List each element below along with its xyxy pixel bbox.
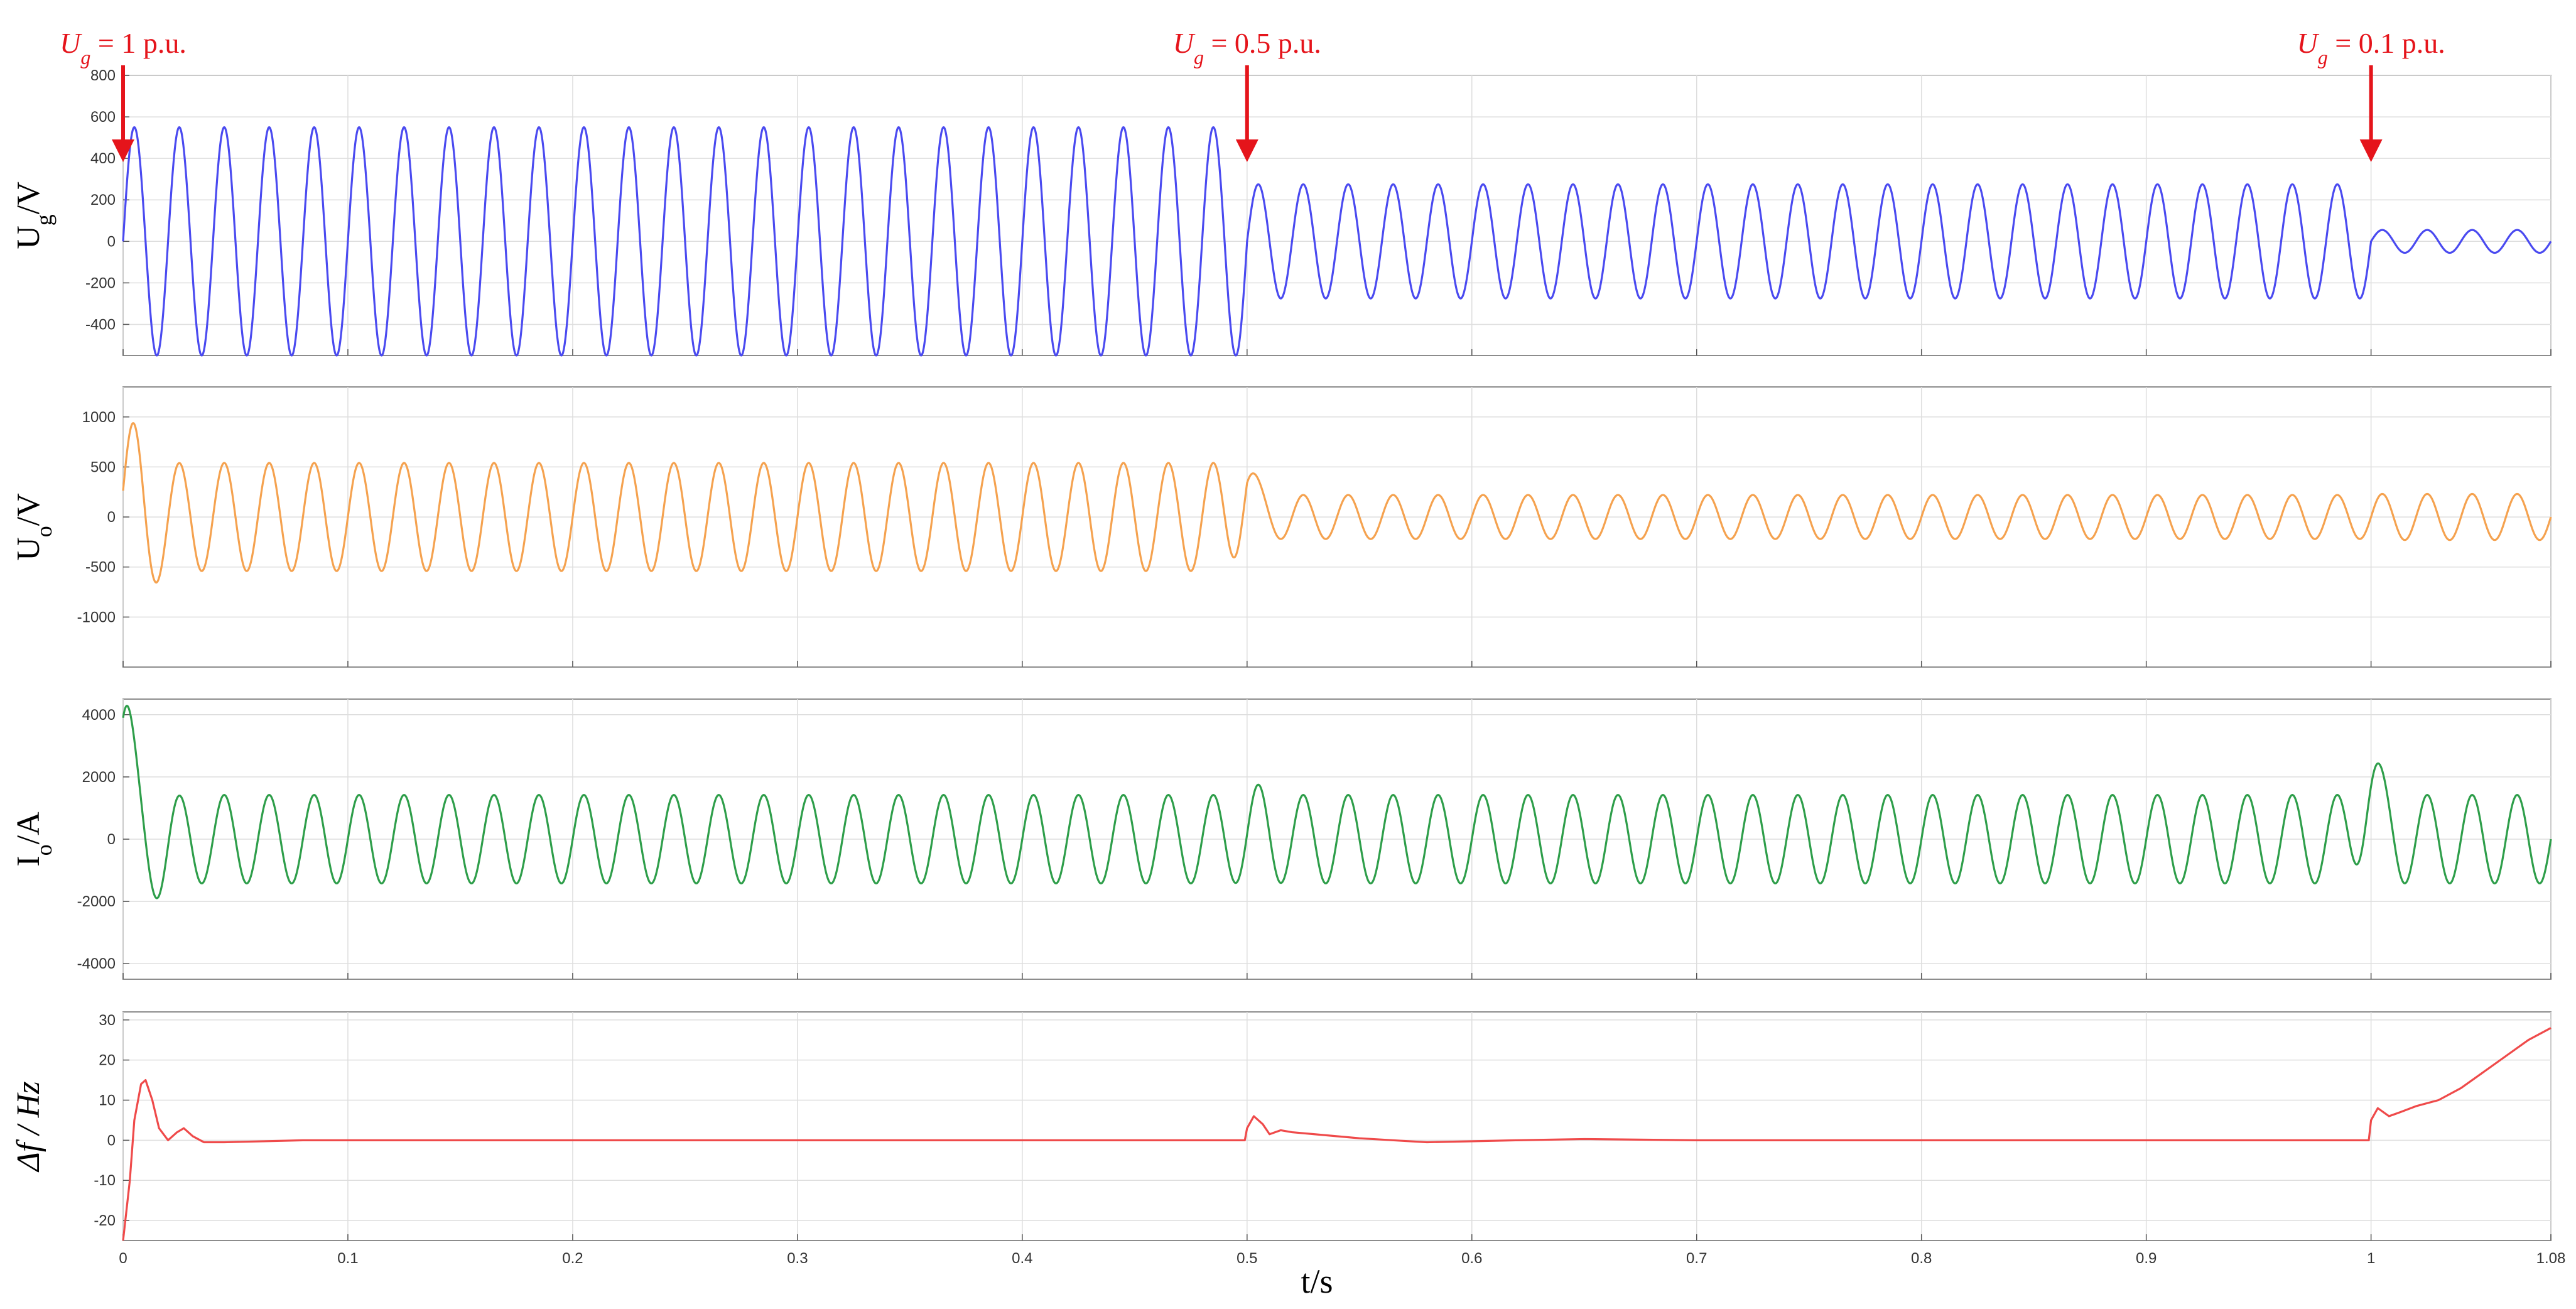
y-tick-label: 2000: [82, 769, 116, 786]
y-tick-label: 0: [107, 233, 116, 250]
y-tick-label: 800: [90, 67, 116, 84]
x-tick-label: 0.6: [1461, 1250, 1482, 1267]
y-tick-label: 0: [107, 509, 116, 526]
x-tick-label: 0.5: [1237, 1250, 1257, 1267]
x-tick-label: 0.9: [2136, 1250, 2157, 1267]
x-tick-label: 1.08: [2536, 1250, 2566, 1267]
y-tick-label: 30: [99, 1012, 116, 1029]
annotation-2: Ug = 0.5 p.u.: [1173, 27, 1321, 162]
annotation-label: Ug = 1 p.u.: [60, 27, 187, 68]
panel-frame: [122, 386, 2552, 668]
y-tick-label: 1000: [82, 409, 116, 426]
y-tick-label: -200: [85, 274, 116, 291]
y-tick-label: -20: [94, 1212, 116, 1229]
y-tick-label: -2000: [77, 893, 116, 910]
panel-frame: [122, 75, 2552, 356]
y-tick-label: -500: [85, 559, 116, 576]
y-tick-label: 0: [107, 1132, 116, 1149]
y-axis-label: Uo/V: [11, 493, 57, 561]
x-tick-label: 0.2: [562, 1250, 583, 1267]
y-tick-label: 0: [107, 831, 116, 848]
y-tick-label: 200: [90, 192, 116, 209]
panels-layer: 8006004002000-200-400Ug/V10005000-500-10…: [11, 67, 2565, 1267]
annotation-label: Ug = 0.1 p.u.: [2297, 27, 2445, 68]
y-tick-label: -1000: [77, 609, 116, 626]
annotation-label: Ug = 0.5 p.u.: [1173, 27, 1321, 68]
y-axis-label: Ug/V: [11, 182, 57, 249]
y-tick-label: 4000: [82, 707, 116, 724]
annotations-layer: Ug = 1 p.u. Ug = 0.5 p.u. Ug = 0.1 p.u.: [60, 27, 2445, 162]
series-line-3: [122, 705, 2552, 899]
series-line-2: [122, 422, 2552, 584]
chart-panel-2: 1000 500 0 -500 -1000 Uo/V: [11, 386, 2552, 668]
series-line-1: [122, 126, 2552, 357]
y-tick-label: -10: [94, 1172, 116, 1189]
chart-panel-1: 800 600 400 200 0 -200 -400 Ug/V: [11, 67, 2552, 357]
y-tick-label: 10: [99, 1092, 116, 1109]
x-tick-label: 0.3: [787, 1250, 808, 1267]
y-axis-label: Δf / Hz: [11, 1081, 46, 1172]
annotation-1: Ug = 1 p.u.: [60, 27, 187, 162]
y-axis-label: Io/A: [11, 812, 57, 867]
y-tick-label: 400: [90, 150, 116, 167]
x-tick-label: 0: [119, 1250, 127, 1267]
x-tick-label: 0.8: [1911, 1250, 1932, 1267]
annotation-3: Ug = 0.1 p.u.: [2297, 27, 2445, 162]
x-tick-label: 0.7: [1686, 1250, 1707, 1267]
series-line-4: [122, 1027, 2552, 1241]
chart-panel-3: 4000 2000 0 -2000 -4000 Io/A: [11, 698, 2552, 980]
panel-frame: [122, 1011, 2552, 1241]
y-tick-label: 500: [90, 459, 116, 475]
y-tick-label: 20: [99, 1052, 116, 1069]
x-tick-label: 0.1: [337, 1250, 358, 1267]
y-tick-label: 600: [90, 109, 116, 126]
chart-panel-4: 30 20 10 0 -10 -20 Δf / Hz: [11, 1011, 2552, 1241]
y-tick-label: -4000: [77, 955, 116, 972]
x-tick-label: 1: [2367, 1250, 2375, 1267]
x-axis-label: t/s: [1301, 1263, 1333, 1300]
y-tick-label: -400: [85, 316, 116, 333]
x-tick-label: 0.4: [1012, 1250, 1032, 1267]
